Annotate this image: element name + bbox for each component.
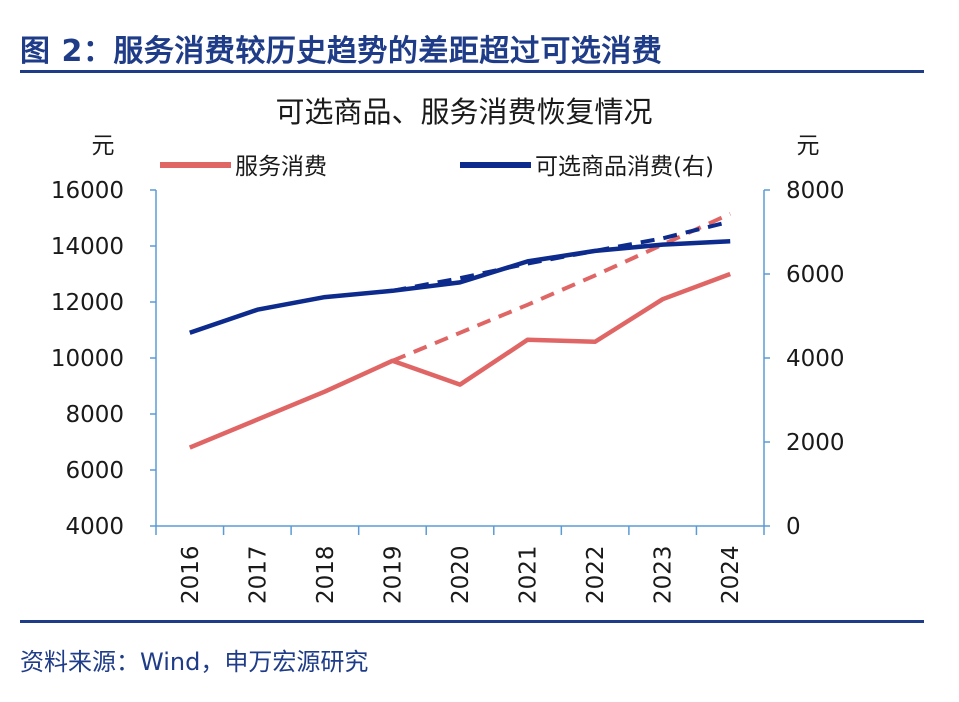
x-axis-tick-label: 2018 [313,545,339,604]
plot-area [188,211,732,450]
legend-label-goods: 可选商品消费(右) [535,154,714,180]
left-axis-tick-label: 8000 [65,402,124,428]
source-note: 资料来源：Wind，申万宏源研究 [20,648,369,676]
legend: 服务消费 可选商品消费(右) [160,154,714,180]
x-axis-tick-label: 2021 [516,545,542,604]
right-axis-tick-label: 0 [786,514,801,540]
x-axis-tick-label: 2022 [583,545,609,604]
axes: 4000 6000 8000 10000 12000 14000 16000 0 2000 400… [51,178,845,604]
legend-label-services: 服务消费 [235,154,327,180]
left-axis-tick-label: 10000 [51,346,124,372]
trend-line-services [391,211,732,363]
left-axis-unit: 元 [92,133,115,159]
x-axis-tick-label: 2020 [448,545,474,604]
series-line-services [188,271,732,450]
x-axis-tick-label: 2023 [651,545,677,604]
right-axis-unit: 元 [797,133,820,159]
right-axis-tick-label: 6000 [786,262,845,288]
right-axis-tick-label: 2000 [786,430,845,456]
x-axis-tick-label: 2017 [245,545,271,604]
left-axis-tick-label: 4000 [65,514,124,540]
right-axis-tick-label: 4000 [786,346,845,372]
left-axis-tick-label: 16000 [51,178,124,204]
left-axis-tick-label: 12000 [51,290,124,316]
left-axis-tick-label: 6000 [65,458,124,484]
figure-title: 图 2：服务消费较历史趋势的差距超过可选消费 [20,34,663,69]
x-axis-tick-label: 2024 [718,545,744,604]
title-rule [20,70,924,73]
chart-title: 可选商品、服务消费恢复情况 [275,95,652,129]
line-chart: 可选商品、服务消费恢复情况 元 元 服务消费 可选商品消费(右) 4000 600… [51,95,845,604]
series-line-goods [189,238,731,335]
right-axis-tick-label: 8000 [786,178,845,204]
x-axis-tick-label: 2016 [178,545,204,604]
x-axis-tick-label: 2019 [380,545,406,604]
left-axis-tick-label: 14000 [51,234,124,260]
source-rule [20,620,924,623]
